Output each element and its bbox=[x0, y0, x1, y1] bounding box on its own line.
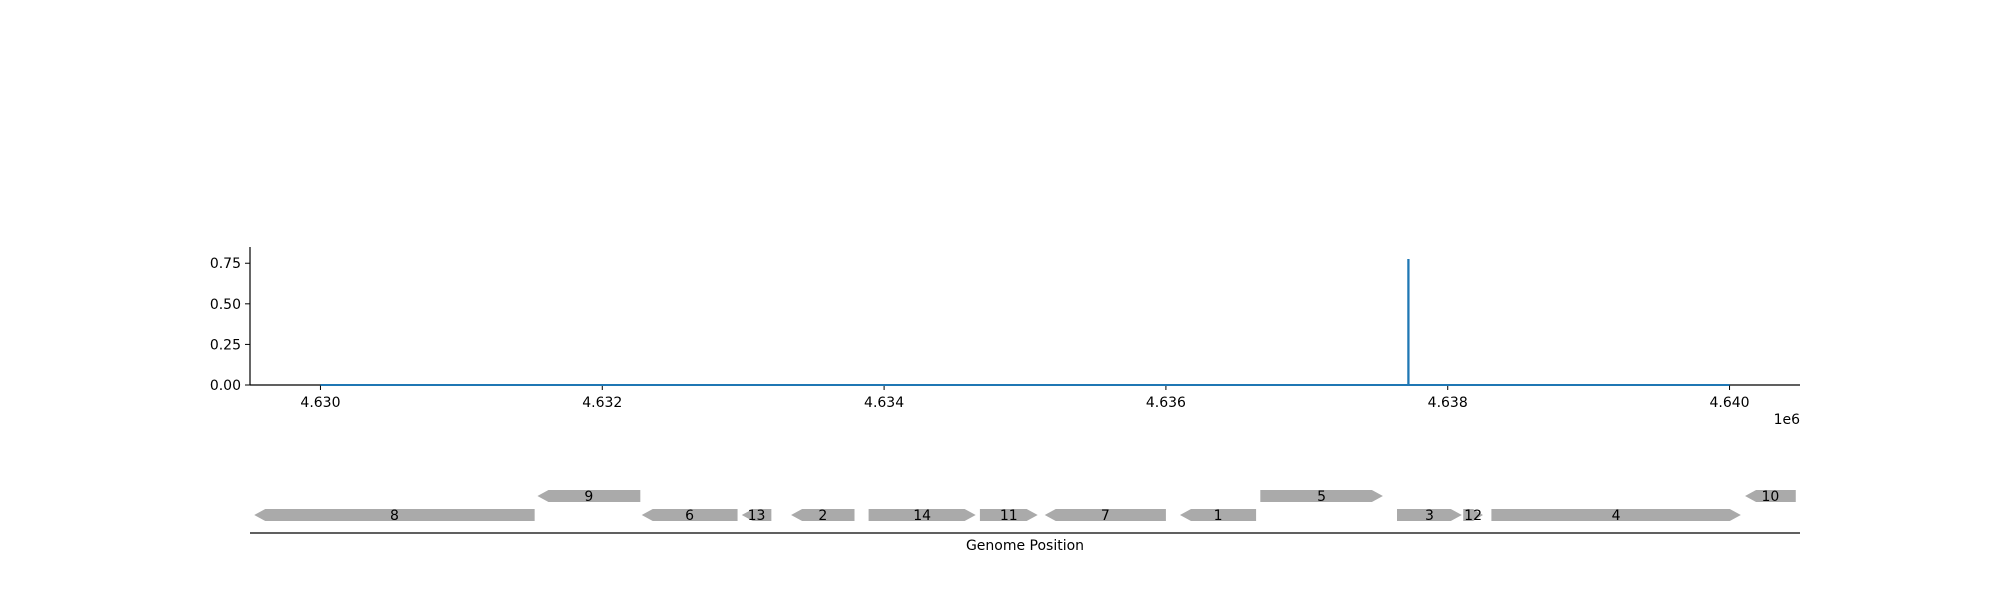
gene-label: 3 bbox=[1425, 508, 1434, 524]
y-tick-label: 0.50 bbox=[210, 297, 241, 313]
gene-arrow bbox=[979, 509, 1038, 521]
gene-arrow bbox=[1397, 509, 1462, 521]
gene-arrow bbox=[868, 509, 976, 521]
gene-arrow bbox=[1044, 509, 1166, 521]
gene-label: 6 bbox=[685, 508, 694, 524]
x-tick-label: 4.640 bbox=[1709, 395, 1749, 411]
y-tick-label: 0.25 bbox=[210, 337, 241, 353]
series-group bbox=[320, 258, 1730, 386]
x-ticks: 4.630 4.632 4.634 4.636 4.638 4.640 bbox=[300, 385, 1750, 411]
gene-label: 12 bbox=[1464, 508, 1482, 524]
gene-arrow bbox=[1491, 509, 1741, 521]
gene-label: 5 bbox=[1317, 489, 1326, 505]
gene-arrow bbox=[1463, 509, 1483, 521]
y-tick-label: 0.00 bbox=[210, 378, 241, 394]
x-tick-label: 4.638 bbox=[1428, 395, 1468, 411]
gene-label: 4 bbox=[1612, 508, 1621, 524]
x-tick-label: 4.632 bbox=[582, 395, 622, 411]
gene-track: 8 9 6 13 2 14 11 7 1 5 3 12 4 10 Genome Position bbox=[250, 489, 1800, 554]
gene-label: 1 bbox=[1214, 508, 1223, 524]
gene-label: 10 bbox=[1761, 489, 1779, 505]
gene-arrow bbox=[1180, 509, 1257, 521]
gene-label: 13 bbox=[748, 508, 766, 524]
gene-label: 11 bbox=[1000, 508, 1018, 524]
gene-arrow bbox=[741, 509, 772, 521]
gene-arrow bbox=[537, 490, 641, 502]
gene-arrow bbox=[1260, 490, 1383, 502]
y-ticks: 0.00 0.25 0.50 0.75 bbox=[210, 256, 250, 394]
y-tick-label: 0.75 bbox=[210, 256, 241, 272]
gene-arrow bbox=[791, 509, 855, 521]
coverage-line bbox=[320, 258, 1730, 386]
gene-arrow bbox=[1745, 490, 1796, 502]
x-tick-label: 4.636 bbox=[1146, 395, 1186, 411]
gene-label: 9 bbox=[584, 489, 593, 505]
x-tick-label: 4.634 bbox=[864, 395, 904, 411]
gene-label: 7 bbox=[1101, 508, 1110, 524]
coverage-plot: 4.630 4.632 4.634 4.636 4.638 4.640 0.000.250… bbox=[210, 247, 1800, 428]
x-tick-label: 4.630 bbox=[300, 395, 340, 411]
gene-arrow bbox=[254, 509, 535, 521]
x-offset-label: 1e6 bbox=[1774, 412, 1801, 428]
genes-group: 8 9 6 13 2 14 11 7 1 5 3 12 4 10 bbox=[254, 489, 1796, 524]
x-axis-label: Genome Position bbox=[966, 538, 1084, 554]
gene-label: 2 bbox=[818, 508, 827, 524]
gene-label: 8 bbox=[390, 508, 399, 524]
gene-label: 14 bbox=[913, 508, 931, 524]
gene-arrow bbox=[641, 509, 738, 521]
